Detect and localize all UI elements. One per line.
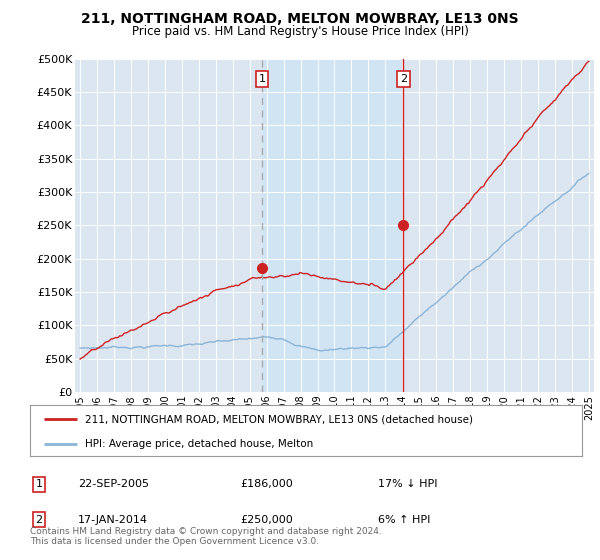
Text: Price paid vs. HM Land Registry's House Price Index (HPI): Price paid vs. HM Land Registry's House … <box>131 25 469 38</box>
Text: 1: 1 <box>35 479 43 489</box>
Text: 6% ↑ HPI: 6% ↑ HPI <box>378 515 430 525</box>
Text: HPI: Average price, detached house, Melton: HPI: Average price, detached house, Melt… <box>85 438 313 449</box>
Text: 2: 2 <box>400 74 407 84</box>
Text: 211, NOTTINGHAM ROAD, MELTON MOWBRAY, LE13 0NS: 211, NOTTINGHAM ROAD, MELTON MOWBRAY, LE… <box>81 12 519 26</box>
Text: 17-JAN-2014: 17-JAN-2014 <box>78 515 148 525</box>
Text: Contains HM Land Registry data © Crown copyright and database right 2024.
This d: Contains HM Land Registry data © Crown c… <box>30 526 382 546</box>
Text: 17% ↓ HPI: 17% ↓ HPI <box>378 479 437 489</box>
Text: 1: 1 <box>259 74 266 84</box>
Text: £186,000: £186,000 <box>240 479 293 489</box>
Text: £250,000: £250,000 <box>240 515 293 525</box>
Text: 211, NOTTINGHAM ROAD, MELTON MOWBRAY, LE13 0NS (detached house): 211, NOTTINGHAM ROAD, MELTON MOWBRAY, LE… <box>85 414 473 424</box>
Text: 2: 2 <box>35 515 43 525</box>
Bar <box>262 59 403 392</box>
Text: 22-SEP-2005: 22-SEP-2005 <box>78 479 149 489</box>
